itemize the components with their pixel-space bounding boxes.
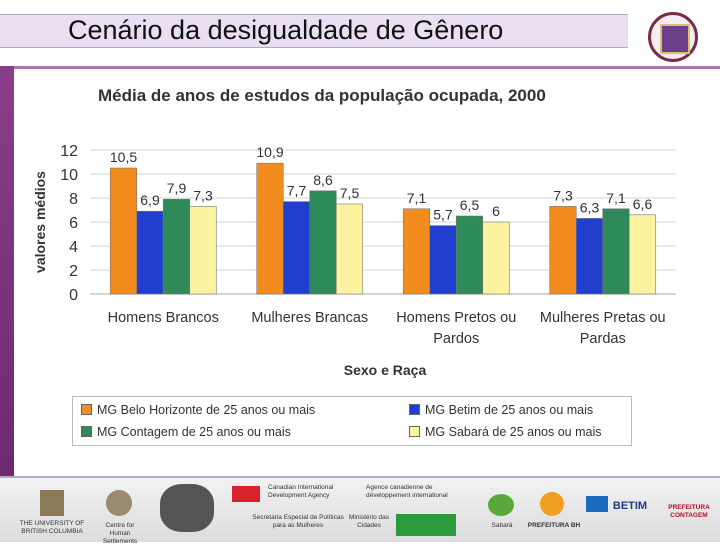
pbh-sun-icon: [540, 492, 564, 516]
x-tick-label: Homens Pretos ou: [396, 310, 516, 326]
y-tick-label: 6: [69, 215, 78, 232]
data-label: 6,9: [140, 192, 160, 208]
data-label: 7,1: [407, 190, 427, 206]
legend-label: MG Betim de 25 anos ou mais: [425, 403, 594, 417]
x-tick-label: Mulheres Brancas: [251, 310, 368, 326]
ministerio-logo: Ministério das Cidades: [348, 514, 390, 529]
y-tick-label: 10: [60, 167, 78, 184]
legend-item-betim: MG Betim de 25 anos ou mais: [409, 403, 593, 417]
data-label: 10,5: [110, 149, 137, 165]
legend-swatch: [81, 404, 92, 415]
x-tick-label: Mulheres Pretas ou: [540, 310, 666, 326]
bar: [136, 210, 164, 295]
bar: [309, 190, 337, 295]
ubc-logo: THE UNIVERSITY OF BRITISH COLUMBIA: [19, 520, 85, 535]
contagem-logo: PREFEITURA CONTAGEM: [668, 504, 710, 519]
legend-label: MG Contagem de 25 anos ou mais: [97, 425, 291, 439]
legend-item-sabara: MG Sabará de 25 anos ou mais: [409, 425, 602, 439]
chart-legend: MG Belo Horizonte de 25 anos ou mais MG …: [72, 396, 632, 446]
data-label: 6,5: [460, 197, 480, 213]
y-tick-label: 4: [69, 239, 78, 256]
bar: [482, 221, 510, 295]
y-tick-label: 2: [69, 263, 78, 280]
legend-label: MG Belo Horizonte de 25 anos ou mais: [97, 403, 316, 417]
legend-item-contagem: MG Contagem de 25 anos ou mais: [81, 425, 291, 439]
bar: [256, 162, 284, 295]
data-label: 6: [492, 203, 500, 219]
data-label: 7,9: [167, 180, 187, 196]
data-label: 7,3: [193, 187, 213, 203]
chart-title: Média de anos de estudos da população oc…: [98, 86, 546, 105]
data-label: 6,3: [580, 199, 600, 215]
bar: [549, 206, 577, 295]
ubc-crest-icon: [40, 490, 64, 516]
x-tick-label: Pardas: [580, 331, 626, 347]
data-label: 8,6: [313, 172, 333, 188]
data-label: 7,1: [606, 190, 626, 206]
x-axis-title: Sexo e Raça: [344, 362, 427, 378]
pbh-logo: PREFEITURA BH: [527, 522, 581, 529]
bar: [429, 225, 457, 295]
bar: [575, 218, 604, 295]
y-axis-title: valores médios: [32, 171, 48, 273]
x-tick-label: Pardos: [433, 331, 479, 347]
bar: [282, 201, 311, 295]
centre-logo-icon: [106, 490, 132, 516]
data-label: 7,5: [340, 185, 360, 201]
sponsor-footer: THE UNIVERSITY OF BRITISH COLUMBIA Centr…: [0, 476, 720, 545]
canada-flag-icon: [232, 486, 260, 502]
data-label: 5,7: [433, 207, 453, 223]
dancers-logo-icon: [160, 484, 214, 532]
header-divider: [0, 66, 720, 69]
acdi-logo: Agence canadienne de développement inter…: [366, 484, 448, 499]
bar: [189, 206, 217, 295]
legend-swatch: [409, 426, 420, 437]
secretaria-logo: Secretaria Especial de Políticas para as…: [252, 514, 344, 529]
brasil-logo-icon: [396, 514, 456, 536]
x-tick-label: Homens Brancos: [108, 310, 219, 326]
legend-swatch: [81, 426, 92, 437]
legend-label: MG Sabará de 25 anos ou mais: [425, 425, 602, 439]
title-bar: [0, 14, 628, 48]
y-tick-label: 12: [60, 143, 78, 160]
left-accent-bar: [0, 66, 14, 476]
seal-logo-icon: [648, 12, 698, 62]
bar: [602, 208, 630, 295]
centre-logo: Centre for Human Settlements: [102, 522, 138, 545]
y-tick-label: 0: [69, 287, 78, 304]
bar: [109, 167, 138, 295]
data-label: 10,9: [256, 144, 283, 160]
bar: [335, 203, 364, 295]
bar: [628, 214, 657, 295]
slide-title: Cenário da desigualdade de Gênero: [68, 15, 504, 45]
legend-item-belo-horizonte: MG Belo Horizonte de 25 anos ou mais: [81, 403, 315, 417]
sabara-logo-icon: [488, 494, 514, 516]
data-label: 7,7: [287, 183, 307, 199]
bar: [402, 208, 431, 295]
data-label: 6,6: [633, 196, 653, 212]
sabara-logo: Sabará: [491, 522, 513, 529]
cida-logo: Canadian International Development Agenc…: [268, 484, 334, 499]
data-label: 7,3: [553, 187, 573, 203]
legend-swatch: [409, 404, 420, 415]
betim-bird-icon: [586, 496, 608, 512]
y-tick-label: 8: [69, 191, 78, 208]
betim-logo: BETIM: [612, 500, 648, 512]
bar: [455, 215, 484, 295]
bar: [162, 198, 191, 295]
